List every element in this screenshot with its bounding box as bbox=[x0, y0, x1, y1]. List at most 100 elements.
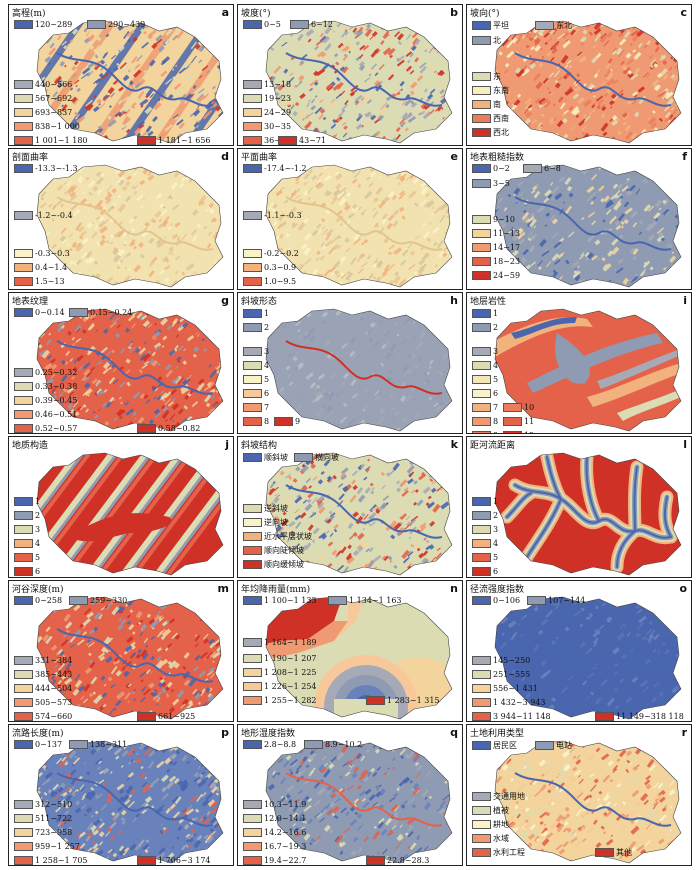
legend-label: 5 bbox=[493, 553, 499, 562]
map-panel-i: 地层岩性i123456710811912 bbox=[466, 292, 692, 434]
map-raster bbox=[495, 741, 681, 863]
legend-label: 3 bbox=[264, 347, 270, 356]
legend-item: 6~8 bbox=[523, 164, 561, 173]
legend-label: 661~925 bbox=[158, 712, 196, 721]
panel-letter: e bbox=[450, 150, 458, 163]
legend-swatch bbox=[243, 518, 262, 527]
map-panel-q: 地形湿度指数 q 2.8~8.8 8.9~10.2 10.3~11.9 12.0~14.1… bbox=[237, 724, 463, 866]
legend-swatch bbox=[472, 539, 491, 548]
legend-item: 5 bbox=[243, 375, 269, 384]
legend-label: 东南 bbox=[493, 86, 509, 95]
legend-swatch bbox=[472, 271, 491, 280]
legend-item: 水域 bbox=[472, 833, 509, 844]
panel-letter: g bbox=[221, 294, 229, 307]
legend-swatch bbox=[243, 361, 262, 370]
legend-swatch bbox=[69, 596, 88, 605]
legend-swatch bbox=[294, 453, 313, 462]
map-image-i bbox=[494, 308, 682, 432]
legend-item: 1 001~1 180 bbox=[14, 136, 88, 145]
legend-item: 30~35 bbox=[243, 122, 291, 131]
legend-item: 0.15~0.24 bbox=[69, 308, 132, 317]
legend-item: 259~330 bbox=[69, 596, 127, 605]
map-image-g bbox=[36, 308, 224, 432]
legend-swatch bbox=[243, 136, 262, 145]
legend-swatch bbox=[243, 696, 262, 705]
legend-swatch bbox=[14, 424, 33, 433]
legend-label: 567~692 bbox=[35, 94, 73, 103]
legend-swatch bbox=[14, 670, 33, 679]
legend-item: 1 706~3 174 bbox=[137, 856, 211, 865]
legend-swatch bbox=[243, 532, 262, 541]
panel-title: 地层岩性 bbox=[470, 297, 507, 307]
legend-swatch bbox=[243, 323, 262, 332]
legend-item: 1.5~13 bbox=[14, 277, 65, 286]
map-boundary bbox=[36, 308, 224, 432]
legend-item: 661~925 bbox=[137, 712, 195, 721]
legend-swatch bbox=[472, 698, 491, 707]
legend-label: 4 bbox=[493, 361, 499, 370]
legend-swatch bbox=[472, 375, 491, 384]
legend-label: 0.3~0.9 bbox=[264, 263, 297, 272]
legend-item: 14~17 bbox=[472, 243, 520, 252]
legend-swatch bbox=[472, 834, 491, 843]
legend-swatch bbox=[472, 431, 491, 433]
panel-letter: c bbox=[680, 6, 687, 19]
map-panel-n: 年均降雨量(mm) n 1 100~1 133 1 134~1 163 1 164~1 … bbox=[237, 580, 463, 722]
legend-item: 5 bbox=[472, 553, 498, 562]
legend-swatch bbox=[14, 497, 33, 506]
legend-swatch bbox=[472, 596, 491, 605]
legend-item: 电站 bbox=[535, 740, 572, 751]
legend-item: 440~566 bbox=[14, 80, 72, 89]
legend-label: 平坦 bbox=[493, 21, 509, 30]
legend-label: 1 bbox=[493, 309, 499, 318]
legend-item: 6~12 bbox=[290, 20, 333, 29]
legend-swatch bbox=[243, 740, 262, 749]
legend-swatch bbox=[14, 136, 33, 145]
legend-label: 其他 bbox=[616, 848, 632, 857]
legend-label: 3 944~11 148 bbox=[493, 712, 551, 721]
legend-label: 9 bbox=[295, 417, 301, 426]
legend-item: 0.25~0.32 bbox=[14, 368, 77, 377]
legend-label: 959~1 257 bbox=[35, 842, 80, 851]
legend-label: 9~10 bbox=[493, 215, 515, 224]
legend-swatch bbox=[472, 389, 491, 398]
legend-item: 0.46~0.51 bbox=[14, 410, 77, 419]
legend-label: 1.5~13 bbox=[35, 277, 65, 286]
legend-label: 居民区 bbox=[493, 741, 517, 750]
legend-item: 0~137 bbox=[14, 740, 62, 749]
map-image-r bbox=[494, 740, 682, 864]
legend-label: 1 226~1 254 bbox=[264, 682, 317, 691]
legend-swatch bbox=[69, 308, 88, 317]
map-image-p bbox=[36, 740, 224, 864]
legend-item: 1 bbox=[472, 309, 498, 318]
legend-item: 0~2 bbox=[472, 164, 510, 173]
legend-item: 120~289 bbox=[14, 20, 72, 29]
legend-item: 平坦 bbox=[472, 20, 509, 31]
legend-item: 西南 bbox=[472, 113, 509, 124]
legend-item: 36~42 bbox=[243, 136, 291, 145]
legend-swatch bbox=[472, 100, 491, 109]
map-panel-h: 斜坡形态 h 1 2 3 4 5 6 7 8 9 bbox=[237, 292, 463, 434]
legend-label: 1 100~1 133 bbox=[264, 596, 317, 605]
panel-letter: i bbox=[683, 294, 687, 307]
panel-title: 土地利用类型 bbox=[470, 729, 525, 739]
legend-swatch bbox=[243, 389, 262, 398]
legend-swatch bbox=[14, 567, 33, 576]
legend-label: 12.0~14.1 bbox=[264, 814, 307, 823]
legend-label: 138~311 bbox=[90, 740, 128, 749]
legend-label: 43~71 bbox=[299, 136, 327, 145]
legend-item: 574~660 bbox=[14, 712, 72, 721]
legend-label: 南 bbox=[493, 100, 501, 109]
legend-label: 1 bbox=[264, 309, 270, 318]
map-boundary bbox=[36, 164, 224, 288]
legend-swatch bbox=[243, 403, 262, 412]
legend-item: -0.2~0.2 bbox=[243, 249, 299, 258]
legend-label: 电站 bbox=[556, 741, 572, 750]
legend-item: 11 bbox=[503, 417, 534, 426]
legend-swatch bbox=[472, 553, 491, 562]
legend-label: 6~8 bbox=[544, 164, 561, 173]
legend-swatch bbox=[472, 656, 491, 665]
legend-item: 0.3~0.9 bbox=[243, 263, 296, 272]
legend-label: 北 bbox=[493, 36, 501, 45]
legend-item: 9 bbox=[274, 417, 300, 426]
